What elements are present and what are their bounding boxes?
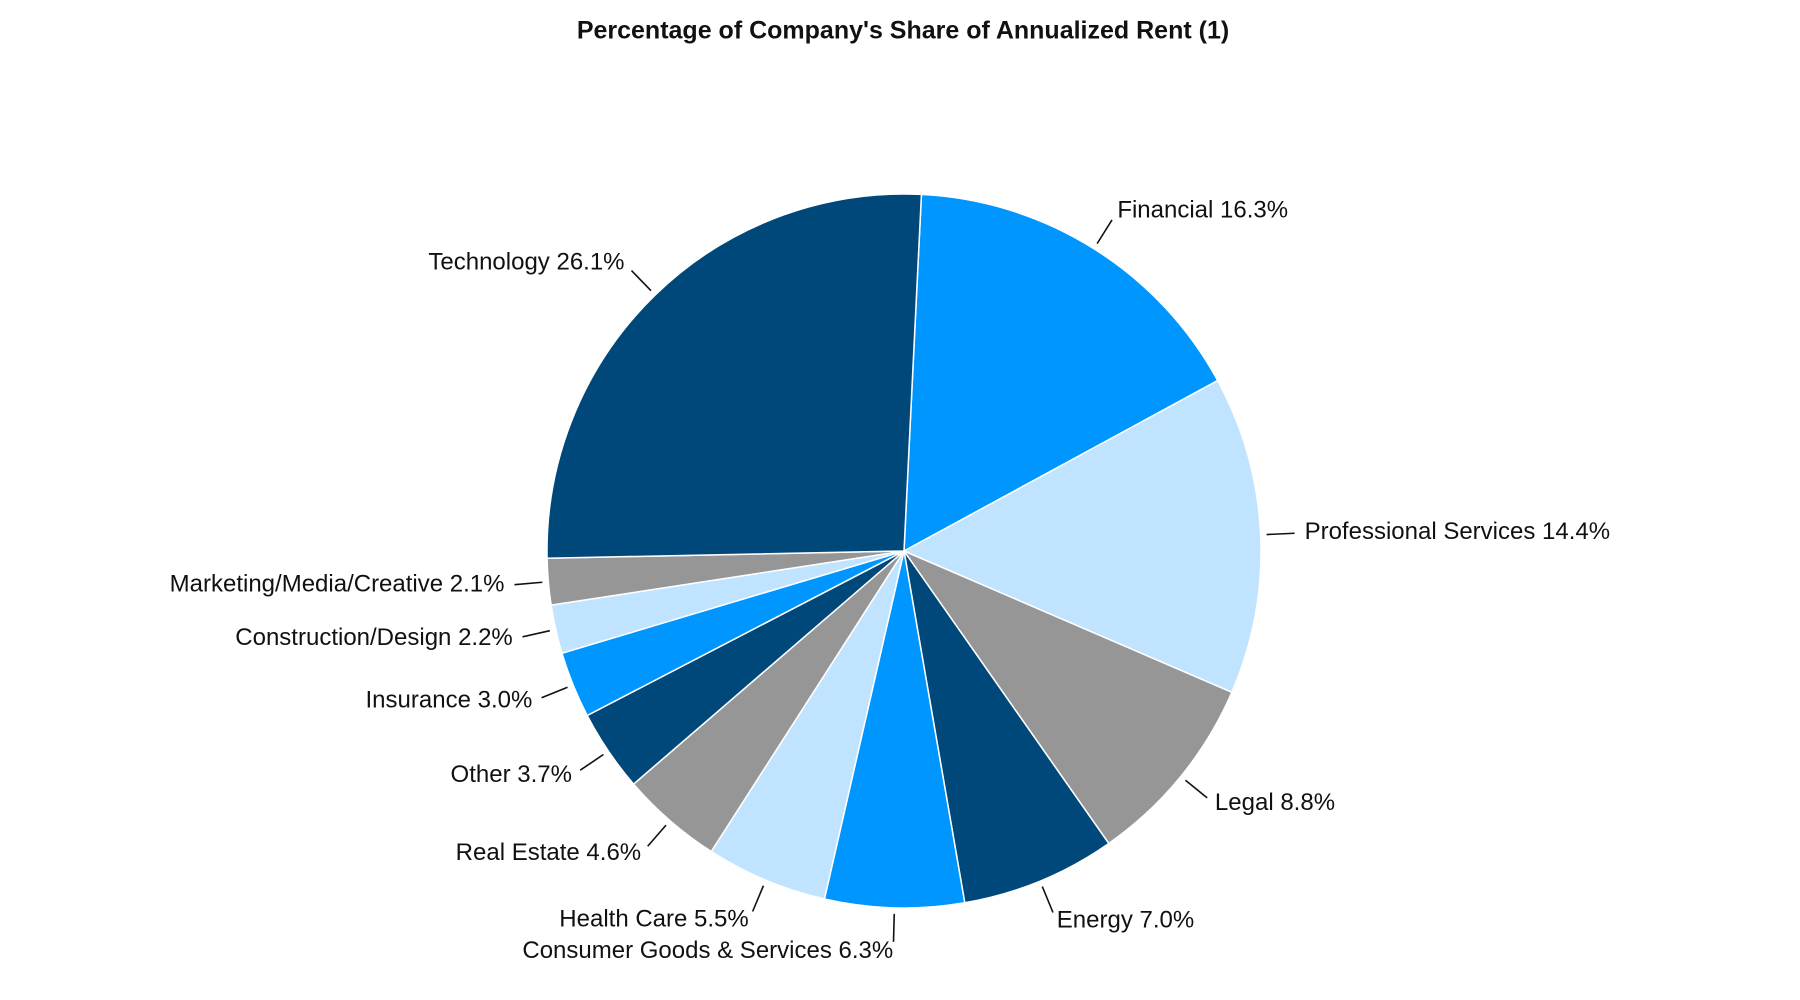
- slice-label: Consumer Goods & Services 6.3%: [522, 937, 893, 964]
- slice-label: Financial 16.3%: [1117, 197, 1288, 224]
- slice-value-label: 7.0%: [1140, 907, 1195, 934]
- slice-value-label: 4.6%: [586, 839, 641, 866]
- leader-line: [541, 686, 568, 699]
- slice-value-label: 2.2%: [458, 624, 513, 651]
- leader-line: [1096, 219, 1113, 245]
- slice-category: Construction/Design: [235, 624, 451, 651]
- slice-value-label: 5.5%: [694, 906, 749, 933]
- slice-value-label: 14.4%: [1542, 518, 1610, 545]
- leader-line: [579, 753, 604, 771]
- slice-category: Financial: [1117, 197, 1213, 224]
- leader-line: [751, 885, 765, 912]
- slice-label: Technology 26.1%: [428, 249, 624, 276]
- slice-value-label: 3.7%: [517, 761, 572, 788]
- slice-value-label: 16.3%: [1220, 197, 1288, 224]
- pie-slice: [902, 379, 1262, 694]
- leader-line: [630, 270, 652, 292]
- slice-label: Construction/Design 2.2%: [235, 624, 512, 651]
- leader-line: [647, 824, 667, 847]
- pie-slice: [903, 193, 1219, 553]
- slice-label: Marketing/Media/Creative 2.1%: [170, 571, 505, 598]
- slice-value-label: 3.0%: [478, 687, 533, 714]
- slice-category: Technology: [428, 249, 549, 276]
- slice-value-label: 2.1%: [450, 571, 505, 598]
- slice-value-label: 6.3%: [839, 937, 894, 964]
- slice-category: Professional Services: [1305, 518, 1536, 545]
- pie-slice: [901, 549, 1233, 845]
- slice-label: Other 3.7%: [451, 761, 572, 788]
- pie-slice: [903, 550, 1110, 904]
- leader-line: [522, 629, 551, 638]
- slice-category: Real Estate: [456, 839, 580, 866]
- slice-value-label: 8.8%: [1280, 790, 1335, 817]
- slice-label: Energy 7.0%: [1057, 907, 1194, 934]
- slice-category: Health Care: [559, 906, 687, 933]
- slice-category: Legal: [1215, 790, 1274, 817]
- slice-category: Marketing/Media/Creative: [170, 571, 443, 598]
- slice-label: Health Care 5.5%: [559, 906, 748, 933]
- leader-line: [514, 581, 543, 586]
- slice-value-label: 26.1%: [556, 249, 624, 276]
- slice-category: Other: [451, 761, 511, 788]
- leader-line: [1041, 886, 1054, 913]
- leader-line: [1184, 779, 1208, 799]
- pie-slice: [823, 550, 966, 909]
- slice-label: Legal 8.8%: [1215, 790, 1335, 817]
- chart-title: Percentage of Company's Share of Annuali…: [577, 17, 1229, 45]
- slice-label: Real Estate 4.6%: [456, 839, 641, 866]
- slice-category: Consumer Goods & Services: [522, 937, 831, 964]
- slice-category: Insurance: [366, 687, 471, 714]
- leader-line: [1266, 532, 1295, 536]
- pie-slice: [546, 193, 923, 559]
- slice-label: Professional Services 14.4%: [1305, 518, 1611, 545]
- slice-label: Insurance 3.0%: [366, 687, 533, 714]
- leader-line: [892, 913, 896, 942]
- slice-category: Energy: [1057, 907, 1133, 934]
